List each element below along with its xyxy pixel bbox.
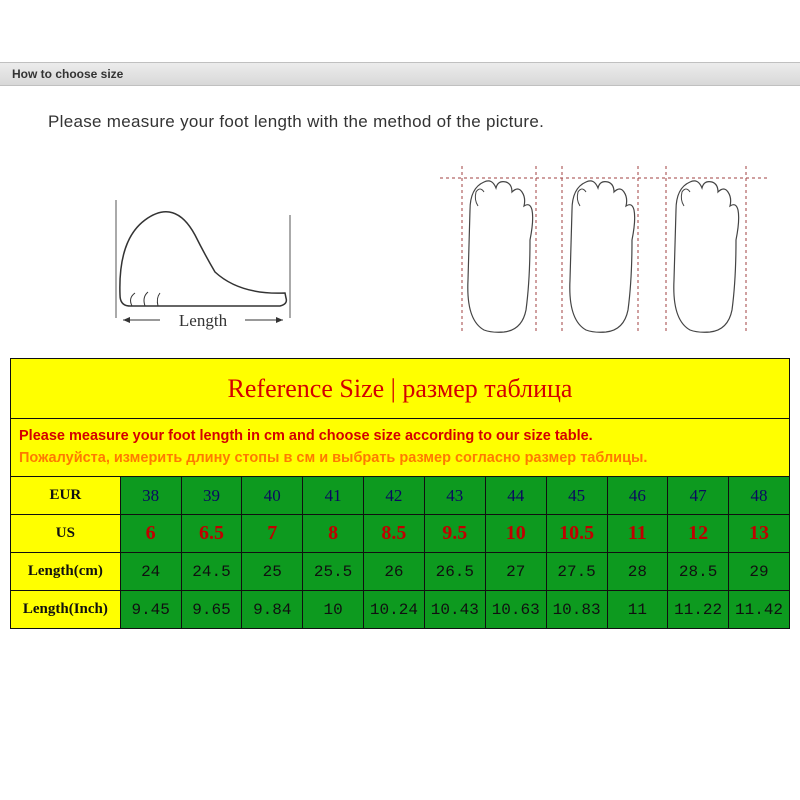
eur-10: 48 [751,486,768,505]
lin-7: 10.83 [553,601,601,619]
foot-top-3 [666,166,746,334]
size-table: Reference Size | размер таблица Please m… [10,358,790,629]
eur-9: 47 [690,486,707,505]
eur-7: 45 [568,486,585,505]
title-sep: | [384,374,402,403]
eur-1: 39 [203,486,220,505]
lcm-0: 24 [141,563,160,581]
warning-ru: Пожалуйста, измерить длину стопы в см и … [19,450,647,466]
lcm-5: 26.5 [436,563,474,581]
lcm-7: 27.5 [557,563,595,581]
foot-side-diagram: Length [90,180,310,340]
lcm-9: 28.5 [679,563,717,581]
foot-top-1 [462,166,536,334]
label-lcm: Length(cm) [11,553,121,591]
title-ru: размер таблица [402,374,572,403]
us-1: 6.5 [199,522,224,544]
lin-10: 11.42 [735,601,783,619]
header-title: How to choose size [12,67,123,81]
table-title-row: Reference Size | размер таблица [11,359,790,419]
label-us: US [11,515,121,553]
lcm-4: 26 [384,563,403,581]
us-10: 13 [749,522,769,544]
label-lin: Length(Inch) [11,591,121,629]
us-4: 8.5 [381,522,406,544]
us-2: 7 [267,522,277,544]
lin-2: 9.84 [253,601,291,619]
lin-8: 11 [628,601,647,619]
title-en: Reference Size [228,374,385,403]
lcm-2: 25 [263,563,282,581]
lcm-8: 28 [628,563,647,581]
lin-9: 11.22 [674,601,722,619]
us-6: 10 [506,522,526,544]
us-9: 12 [688,522,708,544]
eur-5: 43 [446,486,463,505]
eur-6: 44 [507,486,524,505]
lcm-1: 24.5 [192,563,230,581]
lcm-6: 27 [506,563,525,581]
lin-1: 9.65 [192,601,230,619]
us-5: 9.5 [442,522,467,544]
eur-4: 42 [385,486,402,505]
us-0: 6 [146,522,156,544]
eur-0: 38 [142,486,159,505]
instruction-text: Please measure your foot length with the… [48,112,544,132]
warning-en: Please measure your foot length in cm an… [19,428,593,444]
foot-top-diagrams [440,160,770,340]
lin-6: 10.63 [492,601,540,619]
lin-5: 10.43 [431,601,479,619]
row-eur: EUR 38 39 40 41 42 43 44 45 46 47 48 [11,477,790,515]
length-label: Length [179,311,228,330]
us-3: 8 [328,522,338,544]
row-length-inch: Length(Inch) 9.45 9.65 9.84 10 10.24 10.… [11,591,790,629]
eur-2: 40 [264,486,281,505]
row-length-cm: Length(cm) 24 24.5 25 25.5 26 26.5 27 27… [11,553,790,591]
us-7: 10.5 [559,522,594,544]
lin-4: 10.24 [370,601,418,619]
header-bar: How to choose size [0,62,800,86]
lin-0: 9.45 [131,601,169,619]
lcm-10: 29 [749,563,768,581]
lcm-3: 25.5 [314,563,352,581]
diagram-row: Length [0,160,800,350]
label-eur: EUR [11,477,121,515]
foot-top-2 [562,166,638,334]
us-8: 11 [628,522,647,544]
eur-3: 41 [325,486,342,505]
table-warning-row: Please measure your foot length in cm an… [11,419,790,477]
eur-8: 46 [629,486,646,505]
row-us: US 6 6.5 7 8 8.5 9.5 10 10.5 11 12 13 [11,515,790,553]
lin-3: 10 [323,601,342,619]
